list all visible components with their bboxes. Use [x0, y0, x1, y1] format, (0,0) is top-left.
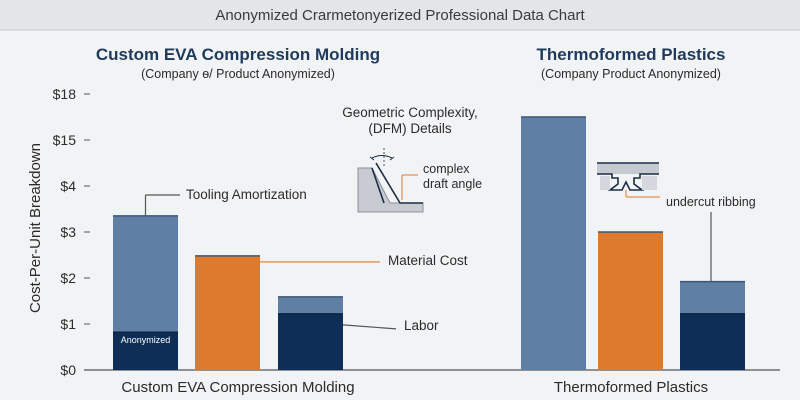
- y-tick-label: $1: [60, 316, 76, 332]
- inset-title-line1: Geometric Complexity,: [342, 105, 478, 120]
- bar-segment-labor: [113, 332, 178, 370]
- y-tick-label: $3: [60, 224, 76, 240]
- undercut-ribbing-diagram: [597, 162, 660, 198]
- x-category-eva: Custom EVA Compression Molding: [121, 379, 354, 396]
- x-category-thermo: Thermoformed Plastics: [554, 379, 708, 396]
- y-tick-label: $2: [60, 270, 76, 286]
- bar-segment-material-cost: [598, 232, 663, 370]
- panel-subtitle-eva: (Company ѳ/ Product Anonymized): [141, 67, 335, 81]
- bar-segment-labor: [680, 313, 745, 370]
- leader-line: [342, 324, 397, 330]
- draft-angle-diagram: [357, 148, 424, 213]
- panel-subtitle-thermo: (Company Product Anonymized): [541, 67, 721, 81]
- panel-title-eva: Custom EVA Compression Molding: [96, 45, 380, 64]
- bar-segment-tooling-amortization: [278, 296, 343, 314]
- y-ticks: $0 $1 $2 $3 $4 $15 $18: [53, 86, 90, 378]
- bars: Anonymized: [113, 116, 745, 370]
- y-tick-label: $15: [53, 132, 77, 148]
- bar-segment-labor: [278, 313, 343, 370]
- draft-angle-label-line2: draft angle: [423, 177, 482, 191]
- annotation-labor: Labor: [404, 318, 439, 333]
- y-tick-label: $18: [53, 86, 77, 102]
- bar-inner-label: Anonymized: [121, 335, 171, 345]
- annotation-tooling-amortization: Tooling Amortization: [186, 187, 307, 202]
- bar-segment-tooling-amortization: [680, 281, 745, 314]
- bar-segment-tooling-amortization: [521, 117, 586, 370]
- leader-lines: [144, 194, 712, 330]
- dfm-inset: Geometric Complexity, (DFM) Details comp…: [342, 105, 482, 213]
- header-bar: [0, 0, 800, 30]
- bar-segment-material-cost: [195, 255, 260, 370]
- panel-title-thermo: Thermoformed Plastics: [537, 45, 726, 64]
- annotation-material-cost: Material Cost: [388, 253, 468, 268]
- inset-title-line2: (DFM) Details: [368, 121, 451, 136]
- annotation-undercut-ribbing: undercut ribbing: [666, 195, 756, 209]
- bar-segment-tooling-amortization: [113, 215, 178, 333]
- chart-header-title: Anonymized Crarmetonyerized Professional…: [215, 7, 585, 24]
- y-axis-label: Cost-Per-Unit Breakdown: [27, 143, 44, 313]
- y-tick-label: $0: [60, 362, 76, 378]
- y-tick-label: $4: [60, 178, 76, 194]
- draft-angle-label-line1: complex: [423, 162, 470, 176]
